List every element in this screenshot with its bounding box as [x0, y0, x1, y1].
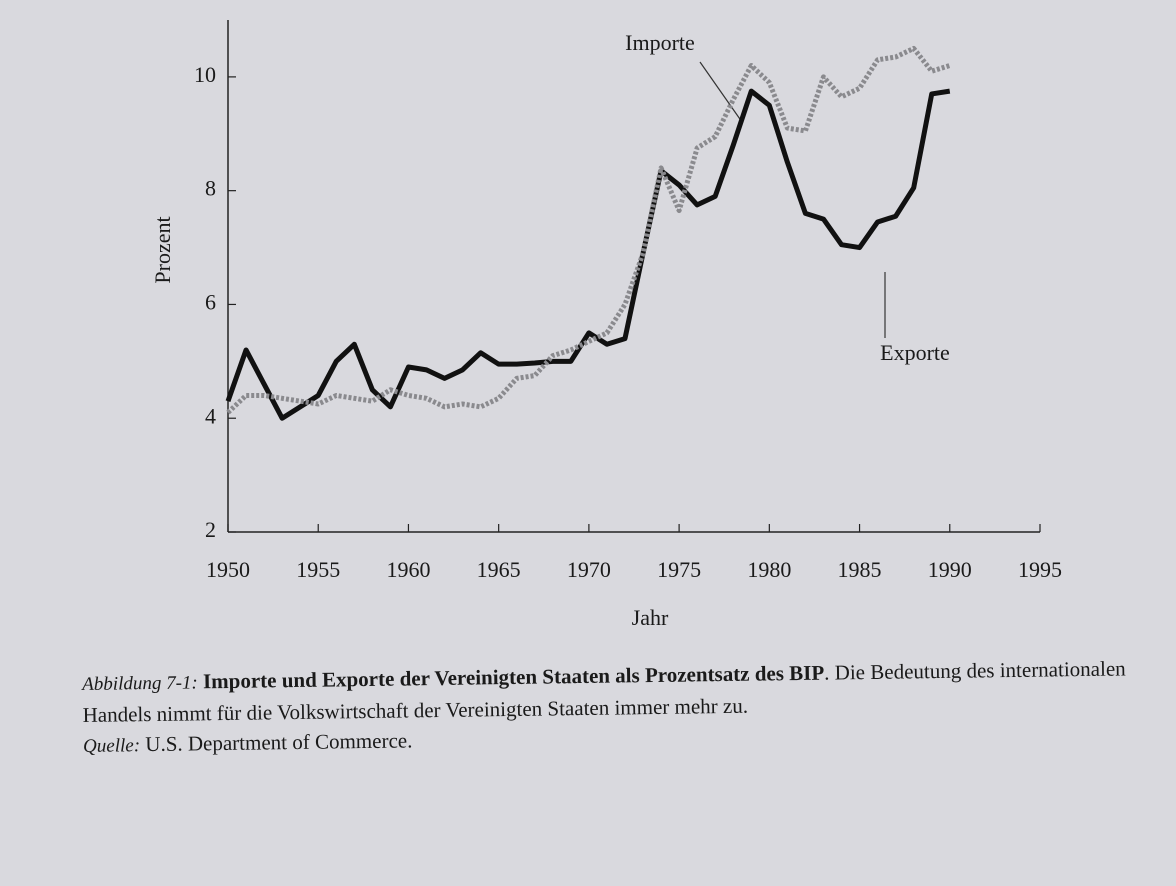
- y-tick-label: 2: [205, 517, 216, 542]
- x-tick-label: 1975: [657, 557, 701, 582]
- caption-label: Abbildung 7-1:: [82, 672, 198, 695]
- line-series: [226, 45, 951, 415]
- caption: Abbildung 7-1: Importe und Exporte der V…: [82, 653, 1143, 762]
- x-tick-label: 1990: [928, 557, 972, 582]
- x-tick-label: 1950: [206, 557, 250, 582]
- source-label: Quelle:: [82, 735, 141, 757]
- y-tick-label: 6: [205, 289, 216, 314]
- x-tick-label: 1965: [477, 557, 521, 582]
- y-tick-label: 8: [205, 176, 216, 201]
- chart: Prozent Jahr 2 4 6 8 10 1950 1955 1960 1965 1970 1…: [150, 20, 1062, 630]
- x-tick-label: 1960: [386, 557, 430, 582]
- x-tick-label: 1970: [567, 557, 611, 582]
- x-tick-label: 1985: [838, 557, 882, 582]
- series-label: Exporte: [880, 340, 950, 365]
- caption-title: Importe und Exporte der Vereinigten Staa…: [202, 660, 825, 694]
- y-tick-label: 10: [194, 62, 216, 87]
- x-axis-label: Jahr: [632, 605, 669, 630]
- series-label: Importe: [625, 30, 695, 55]
- x-tick-label: 1980: [747, 557, 791, 582]
- x-tick-label: 1995: [1018, 557, 1062, 582]
- y-axis-label: Prozent: [150, 216, 175, 283]
- line-series: [225, 88, 951, 421]
- x-tick-label: 1955: [296, 557, 340, 582]
- y-tick-label: 4: [205, 403, 216, 428]
- leader-line: [699, 61, 743, 123]
- source: U.S. Department of Commerce.: [145, 728, 413, 757]
